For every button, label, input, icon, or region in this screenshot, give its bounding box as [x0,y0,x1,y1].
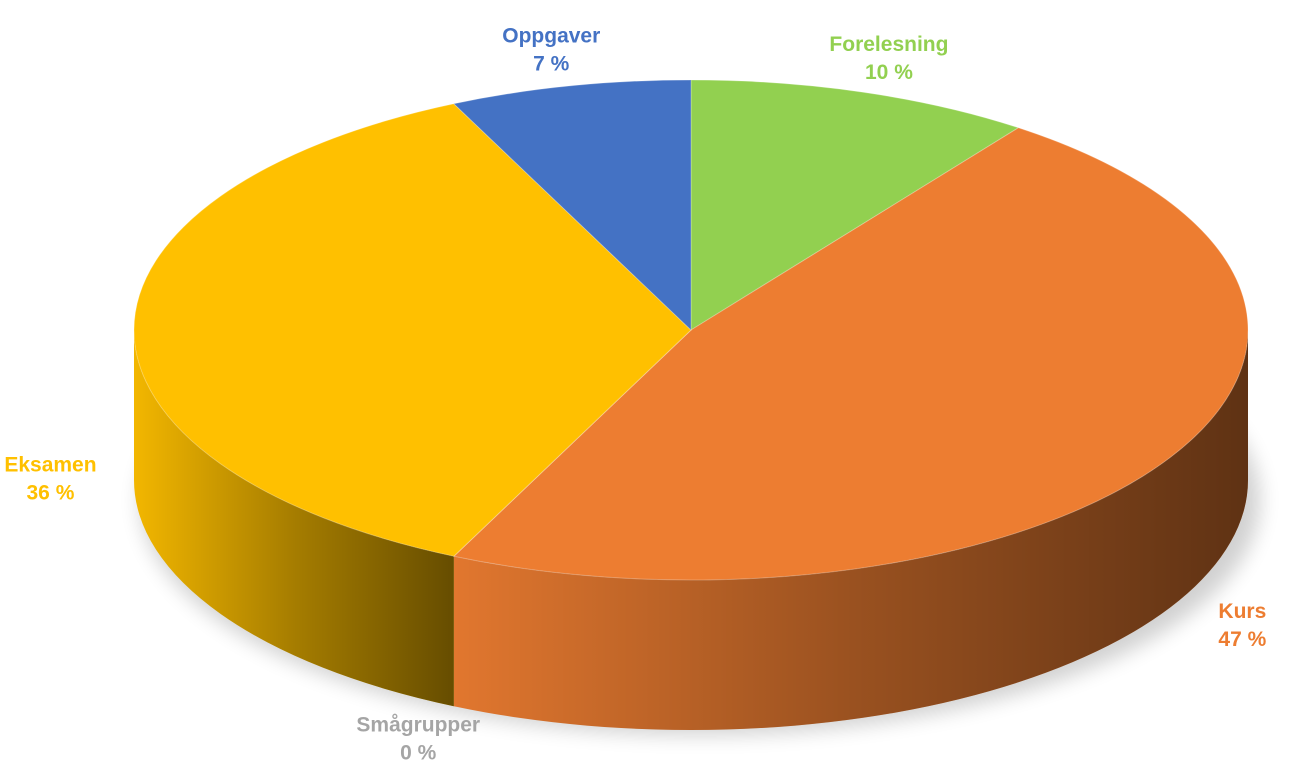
slice-value-label: 10 % [865,61,913,84]
slice-label: Smågrupper [356,714,480,737]
sides [134,330,1248,731]
slice-label: Kurs [1218,600,1266,623]
tops [133,79,1249,581]
slice-label: Oppgaver [502,24,600,47]
slice-value-label: 0 % [400,742,437,765]
pie-slice [690,79,1020,331]
slice-value-label: 47 % [1218,628,1266,651]
pie-slice [133,103,692,557]
slice-label: Eksamen [4,454,96,477]
pie-slice [452,127,1249,581]
pie-side-shade [134,330,454,707]
pie-side-shade [453,330,1248,731]
slice-value-label: 7 % [533,52,570,75]
labels: Forelesning 10 % Kurs 47 % Smågrupper 0 % Eksa… [4,24,1266,764]
pie-slice [452,79,692,332]
slice-value-label: 36 % [27,482,75,505]
slice-label: Forelesning [829,33,948,56]
